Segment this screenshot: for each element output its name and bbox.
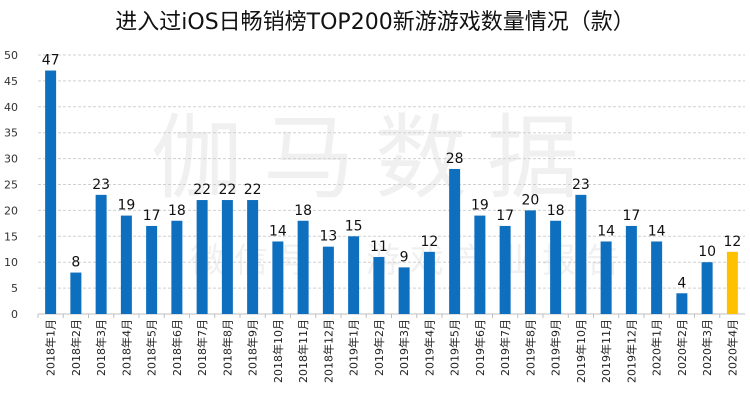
x-tick-label: 2018年12月: [321, 319, 335, 383]
y-tick-label: 30: [4, 153, 18, 166]
data-label: 14: [648, 223, 666, 239]
bar: [398, 267, 410, 314]
x-tick-label: 2019年6月: [473, 319, 487, 376]
bar: [272, 241, 284, 314]
x-tick-label: 2018年10月: [271, 319, 285, 383]
data-label: 47: [42, 53, 60, 69]
data-label: 18: [168, 203, 186, 219]
data-label: 18: [294, 203, 312, 219]
x-tick-label: 2020年1月: [650, 319, 664, 376]
bar: [70, 272, 82, 314]
x-tick-label: 2019年2月: [372, 319, 386, 376]
chart-title: 进入过iOS日畅销榜TOP200新游游戏数量情况（款）: [115, 10, 635, 35]
bar: [575, 194, 587, 314]
data-label: 9: [400, 249, 409, 265]
bar: [221, 200, 233, 314]
bar: [95, 194, 107, 314]
data-label: 23: [92, 177, 110, 193]
x-tick-label: 2018年9月: [246, 319, 260, 376]
bar: [524, 210, 536, 314]
x-tick-label: 2018年8月: [220, 319, 234, 376]
x-tick-label: 2020年4月: [725, 319, 739, 376]
bar: [474, 215, 486, 314]
x-tick-label: 2018年6月: [170, 319, 184, 376]
y-tick-label: 35: [4, 127, 18, 140]
data-label: 17: [622, 208, 640, 224]
bar: [348, 236, 360, 314]
data-label: 28: [446, 151, 464, 167]
x-tick-label: 2019年8月: [523, 319, 537, 376]
data-label: 20: [521, 192, 539, 208]
y-tick-label: 50: [4, 49, 18, 62]
y-tick-label: 20: [4, 204, 18, 217]
y-tick-label: 25: [4, 179, 18, 192]
x-tick-label: 2020年2月: [675, 319, 689, 376]
bar: [449, 168, 461, 314]
data-label: 17: [496, 208, 514, 224]
x-tick-label: 2020年3月: [700, 319, 714, 376]
bar: [247, 200, 259, 314]
data-label: 4: [677, 275, 686, 291]
y-tick-label: 5: [11, 282, 18, 295]
data-label: 10: [698, 244, 716, 260]
x-tick-label: 2019年10月: [574, 319, 588, 383]
x-tick-label: 2018年5月: [145, 319, 159, 376]
y-tick-label: 0: [11, 308, 18, 321]
bar: [322, 246, 334, 314]
bar: [120, 215, 132, 314]
bar: [499, 225, 511, 314]
data-label: 18: [547, 203, 565, 219]
bar: [676, 293, 688, 314]
data-label: 12: [723, 234, 741, 250]
bar: [423, 251, 435, 314]
data-label: 11: [370, 239, 388, 255]
x-tick-label: 2019年1月: [347, 319, 361, 376]
bar: [625, 225, 637, 314]
bar: [701, 262, 713, 314]
data-label: 15: [345, 218, 363, 234]
data-label: 22: [193, 182, 211, 198]
data-label: 12: [420, 234, 438, 250]
data-label: 22: [244, 182, 262, 198]
x-tick-label: 2018年11月: [296, 319, 310, 383]
x-tick-label: 2018年3月: [94, 319, 108, 376]
x-tick-label: 2019年5月: [448, 319, 462, 376]
x-tick-label: 2018年2月: [69, 319, 83, 376]
x-tick-label: 2019年3月: [397, 319, 411, 376]
bar: [600, 241, 612, 314]
bar: [726, 251, 738, 314]
y-tick-label: 10: [4, 256, 18, 269]
bar: [550, 220, 562, 314]
bar: [651, 241, 663, 314]
x-tick-label: 2018年1月: [44, 319, 58, 376]
bar: [146, 225, 158, 314]
data-label: 8: [71, 255, 80, 271]
data-label: 22: [218, 182, 236, 198]
data-label: 14: [597, 223, 615, 239]
x-tick-label: 2018年7月: [195, 319, 209, 376]
x-tick-label: 2018年4月: [119, 319, 133, 376]
y-tick-label: 45: [4, 75, 18, 88]
x-tick-label: 2019年9月: [549, 319, 563, 376]
x-tick-label: 2019年7月: [498, 319, 512, 376]
x-tick-label: 2019年12月: [624, 319, 638, 383]
data-label: 19: [471, 198, 489, 214]
data-label: 23: [572, 177, 590, 193]
bar: [297, 220, 309, 314]
y-tick-label: 15: [4, 230, 18, 243]
bar: [45, 70, 57, 314]
x-tick-label: 2019年11月: [599, 319, 613, 383]
bar: [171, 220, 183, 314]
x-tick-label: 2019年4月: [422, 319, 436, 376]
bar: [196, 200, 208, 314]
bar: [373, 257, 385, 314]
data-label: 14: [269, 223, 287, 239]
data-label: 17: [143, 208, 161, 224]
data-label: 13: [319, 229, 337, 245]
data-label: 19: [117, 198, 135, 214]
y-tick-label: 40: [4, 101, 18, 114]
